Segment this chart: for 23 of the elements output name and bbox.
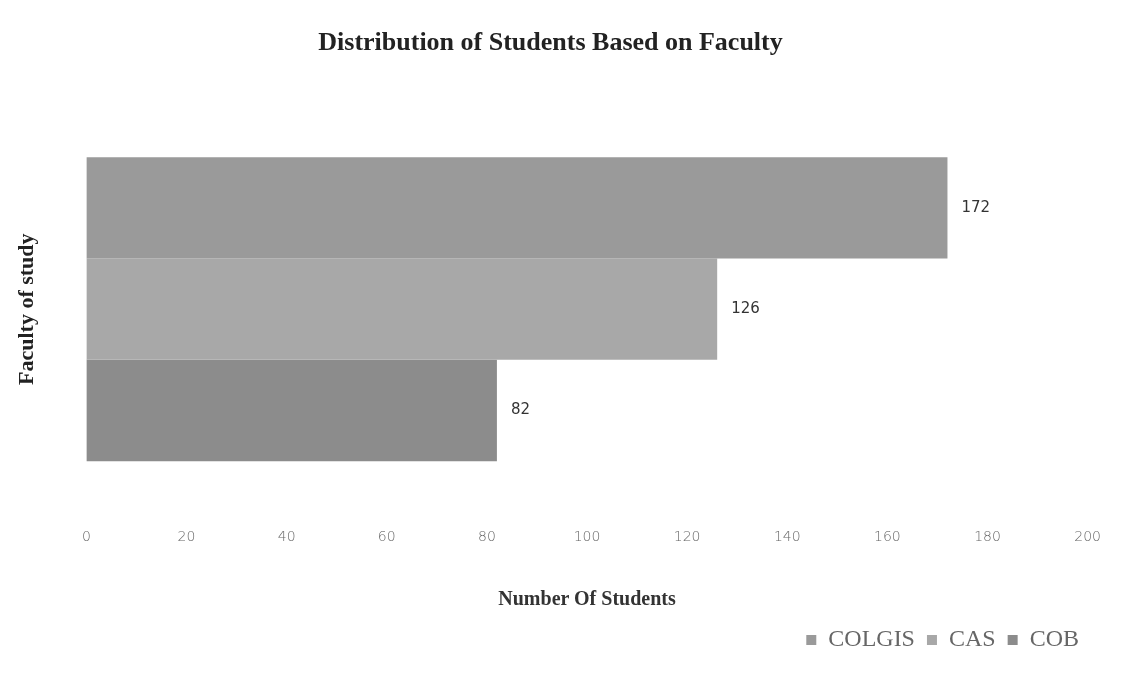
data-label: 172 xyxy=(961,197,991,216)
x-tick-label: 200 xyxy=(1074,528,1102,545)
legend-label: COB xyxy=(1029,625,1080,652)
x-tick-label: 160 xyxy=(874,528,901,545)
x-tick-label: 140 xyxy=(773,528,801,545)
bar xyxy=(86,157,948,259)
x-tick-label: 100 xyxy=(573,528,601,545)
chart-title: Distribution of Students Based on Faculty xyxy=(318,27,783,57)
data-label: 126 xyxy=(731,299,760,318)
x-tick-label: 40 xyxy=(277,528,296,545)
x-tick-label: 20 xyxy=(177,528,196,545)
x-tick-label: 0 xyxy=(81,528,91,545)
y-axis-title: Faculty of study xyxy=(12,233,38,385)
bar xyxy=(86,258,718,360)
x-tick-label: 120 xyxy=(673,528,701,545)
x-tick-label: 80 xyxy=(477,528,496,545)
legend-label: COLGIS xyxy=(828,625,915,652)
x-axis-title: Number Of Students xyxy=(498,587,676,610)
legend-label: CAS xyxy=(948,625,996,652)
data-label: 82 xyxy=(510,400,530,419)
x-tick-label: 60 xyxy=(377,528,396,545)
bar xyxy=(86,359,497,462)
x-tick-label: 180 xyxy=(974,528,1001,545)
